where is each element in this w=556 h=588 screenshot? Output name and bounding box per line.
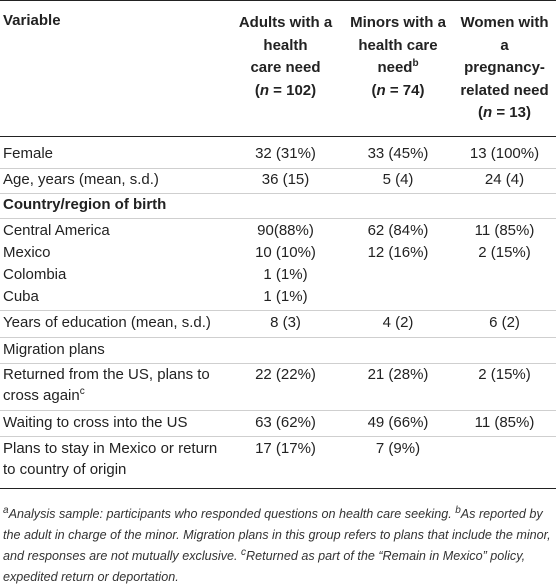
row-label-line1: Plans to stay in Mexico or return bbox=[3, 440, 218, 457]
section-heading-migration: Migration plans bbox=[3, 341, 105, 358]
cell-women: 6 (2) bbox=[489, 314, 520, 331]
cell-minors: 21 (28%) bbox=[367, 366, 429, 383]
header-adults: Adults with a health care need (n = 102) bbox=[228, 12, 343, 102]
cell-women: 24 (4) bbox=[484, 171, 525, 188]
row-divider bbox=[0, 363, 556, 364]
header-minors-line1: Minors with a bbox=[350, 14, 446, 31]
cell-adults: 8 (3) bbox=[270, 314, 301, 331]
cell-minors: 4 (2) bbox=[382, 314, 414, 331]
cell-adults: 22 (22%) bbox=[255, 366, 316, 383]
cell-adults: 63 (62%) bbox=[255, 414, 316, 431]
header-minors-line2: health care bbox=[358, 36, 438, 54]
row-label: Waiting to cross into the US bbox=[3, 414, 188, 431]
cell-adults: 32 (31%) bbox=[255, 145, 316, 162]
row-label: Central America bbox=[3, 222, 110, 239]
cell-adults: 90(88%) bbox=[257, 222, 314, 239]
header-women-line3: pregnancy- bbox=[464, 59, 545, 76]
cell-women: 13 (100%) bbox=[469, 145, 540, 162]
cell-minors: 5 (4) bbox=[382, 171, 414, 188]
header-adults-line1: Adults with a bbox=[238, 14, 333, 31]
row-label: Age, years (mean, s.d.) bbox=[3, 171, 159, 188]
footnote-marker-a: a bbox=[3, 504, 9, 516]
cell-women: 11 (85%) bbox=[474, 414, 535, 431]
row-label: Years of education (mean, s.d.) bbox=[3, 314, 211, 331]
header-rule bbox=[0, 136, 556, 137]
row-divider bbox=[0, 193, 556, 194]
header-minors-n: (n = 74) bbox=[371, 81, 425, 99]
row-label: Mexico bbox=[3, 244, 51, 261]
row-label: Cuba bbox=[3, 288, 39, 305]
cell-adults: 17 (17%) bbox=[255, 440, 316, 457]
table-footnote: aAnalysis sample: participants who respo… bbox=[3, 504, 551, 584]
row-label-line1: Returned from the US, plans to bbox=[3, 366, 210, 383]
row-divider bbox=[0, 410, 556, 411]
table-top-rule bbox=[0, 0, 556, 1]
cell-adults: 1 (1%) bbox=[263, 266, 308, 283]
header-women-line4: related need bbox=[460, 81, 549, 99]
header-variable: Variable bbox=[3, 12, 61, 29]
cell-women: 2 (15%) bbox=[478, 366, 531, 383]
header-adults-line2: health bbox=[263, 36, 308, 54]
cell-minors: 33 (45%) bbox=[367, 145, 429, 162]
header-women-line1: Women with bbox=[460, 14, 549, 31]
footnote-marker-b: b bbox=[412, 58, 419, 69]
table-bottom-rule bbox=[0, 488, 556, 489]
footnote-marker-b: b bbox=[455, 504, 461, 516]
header-adults-n: (n = 102) bbox=[254, 81, 317, 99]
cell-minors: 62 (84%) bbox=[367, 222, 429, 239]
row-label: Female bbox=[3, 145, 54, 162]
row-label-line2: cross againc bbox=[3, 386, 85, 405]
row-label: Colombia bbox=[3, 266, 67, 283]
cell-minors: 7 (9%) bbox=[375, 440, 421, 457]
header-adults-line3: care need bbox=[250, 59, 321, 76]
row-divider bbox=[0, 337, 556, 338]
header-minors: Minors with a health care needb (n = 74) bbox=[343, 12, 453, 102]
row-divider bbox=[0, 218, 556, 219]
cell-women: 11 (85%) bbox=[474, 222, 535, 239]
row-label-line2: to country of origin bbox=[3, 461, 127, 478]
row-divider bbox=[0, 436, 556, 437]
cell-adults: 1 (1%) bbox=[263, 288, 308, 305]
cell-minors: 49 (66%) bbox=[367, 414, 429, 431]
section-heading-country: Country/region of birth bbox=[3, 196, 167, 213]
row-divider bbox=[0, 310, 556, 311]
header-women: Women with a pregnancy- related need (n … bbox=[453, 12, 556, 125]
cell-adults: 10 (10%) bbox=[255, 244, 316, 261]
footnote-marker-c: c bbox=[241, 546, 247, 558]
cell-adults: 36 (15) bbox=[261, 171, 310, 188]
footnote-marker-c: c bbox=[79, 386, 85, 397]
header-women-line2: a bbox=[500, 36, 509, 54]
header-minors-line3: needb bbox=[377, 58, 419, 77]
cell-women: 2 (15%) bbox=[478, 244, 531, 261]
header-women-n: (n = 13) bbox=[478, 104, 531, 121]
row-divider bbox=[0, 168, 556, 169]
cell-minors: 12 (16%) bbox=[367, 244, 429, 261]
